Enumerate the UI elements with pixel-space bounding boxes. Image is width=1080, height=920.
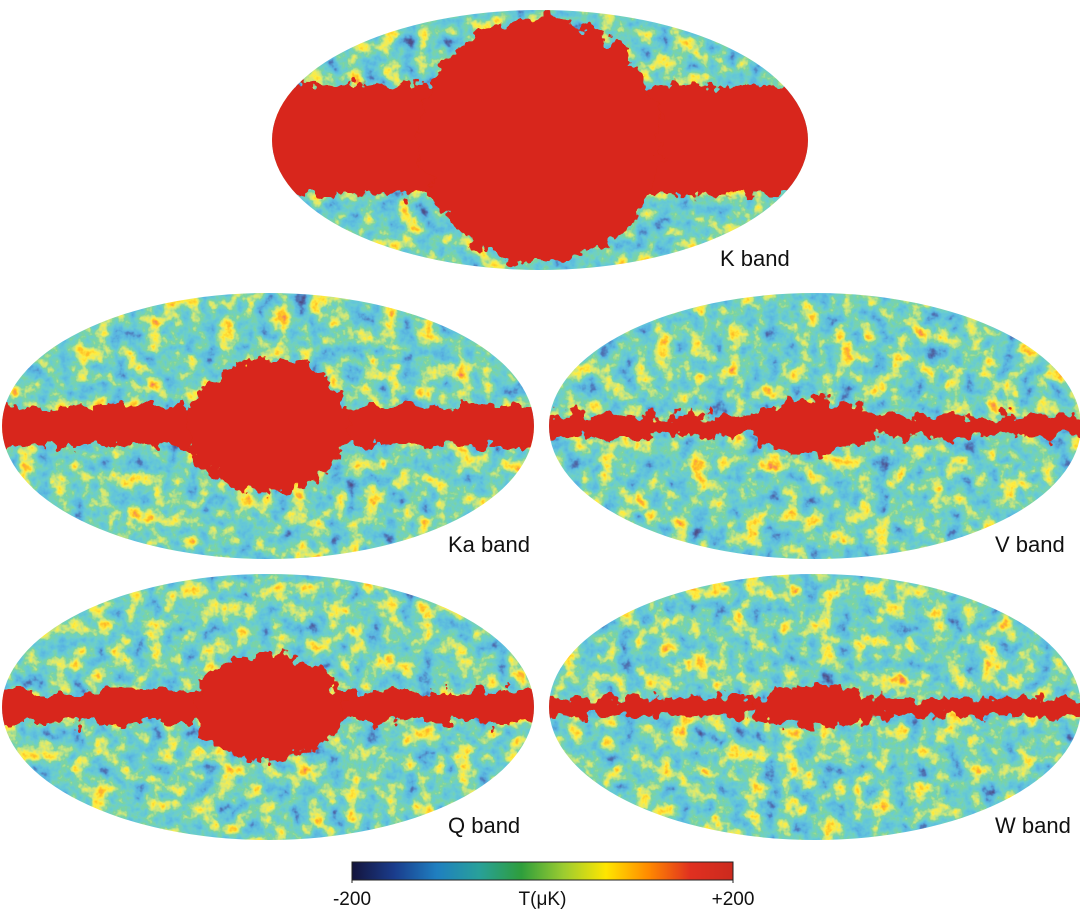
map-label: Ka band (448, 532, 530, 557)
map-label: W band (995, 813, 1071, 838)
galactic-bulge (756, 685, 874, 729)
map-label: K band (720, 246, 790, 271)
galactic-bulge (188, 359, 348, 493)
galactic-plane (549, 685, 1080, 729)
sky-map (2, 293, 534, 559)
colorbar-title: T(μK) (519, 889, 567, 910)
galactic-plane (272, 16, 808, 264)
sky-maps: K band Ka band V band Q band W band (2, 10, 1080, 840)
sky-map (2, 574, 534, 840)
sky-map (549, 293, 1080, 559)
galactic-bulge (748, 399, 882, 453)
colorbar: -200 +200 T(μK) (333, 861, 755, 910)
galactic-bulge (193, 653, 343, 761)
map-label: Q band (448, 813, 520, 838)
galactic-plane (2, 653, 534, 761)
galactic-plane (2, 359, 534, 493)
colorbar-scale (351, 861, 734, 881)
colorbar-tick-label: +200 (712, 889, 755, 910)
map-label: V band (995, 532, 1065, 557)
sky-map (272, 10, 808, 270)
colorbar-tick-label: -200 (333, 889, 371, 910)
galactic-bulge (419, 16, 661, 264)
sky-map (549, 574, 1080, 840)
galactic-plane (549, 399, 1080, 453)
